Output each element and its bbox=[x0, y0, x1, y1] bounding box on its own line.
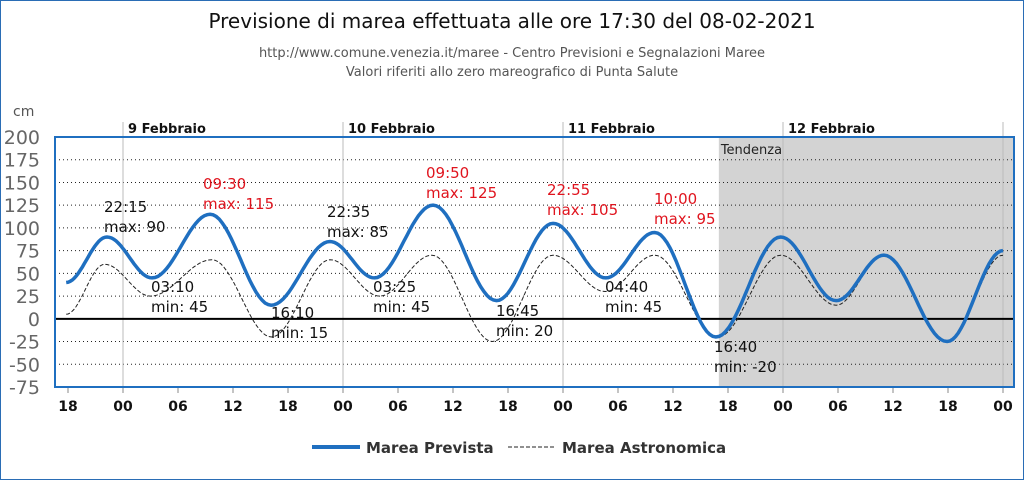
x-tick-label: 18 bbox=[498, 399, 517, 415]
legend: Marea Prevista Marea Astronomica bbox=[312, 439, 726, 457]
chart-subtitle-1: http://www.comune.venezia.it/maree - Cen… bbox=[259, 46, 765, 61]
x-tick-label: 12 bbox=[223, 399, 242, 415]
x-tick-label: 06 bbox=[608, 399, 627, 415]
series-line-marea-astronomica bbox=[66, 254, 1004, 343]
annotation-time: 22:15 bbox=[104, 198, 147, 216]
legend-label-astronomica: Marea Astronomica bbox=[562, 439, 726, 457]
y-axis-label: cm bbox=[13, 104, 34, 120]
y-tick-label: 200 bbox=[4, 127, 40, 149]
y-tick-label: 175 bbox=[4, 150, 40, 172]
x-tick-label: 06 bbox=[828, 399, 847, 415]
y-tick-label: 150 bbox=[4, 172, 40, 194]
annotation-value: min: 20 bbox=[496, 322, 553, 340]
tendency-label: Tendenza bbox=[720, 143, 782, 158]
x-tick-label: 18 bbox=[718, 399, 737, 415]
chart-title: Previsione di marea effettuata alle ore … bbox=[208, 9, 815, 33]
annotation-value: max: 125 bbox=[426, 184, 497, 202]
chart-subtitle-2: Valori riferiti allo zero mareografico d… bbox=[346, 65, 678, 80]
y-tick-label: -75 bbox=[9, 377, 40, 399]
series-line-marea-prevista bbox=[65, 203, 1004, 344]
annotation-time: 16:40 bbox=[714, 338, 757, 356]
x-tick-label: 18 bbox=[58, 399, 77, 415]
y-tick-label: 50 bbox=[16, 263, 40, 285]
annotation-time: 16:45 bbox=[496, 302, 539, 320]
annotation-value: min: -20 bbox=[714, 358, 777, 376]
x-tick-label: 00 bbox=[773, 399, 793, 415]
x-tick-label: 00 bbox=[113, 399, 133, 415]
x-tick-label: 12 bbox=[663, 399, 682, 415]
tendency-region bbox=[718, 137, 1014, 387]
annotation-value: min: 45 bbox=[605, 298, 662, 316]
y-tick-label: 100 bbox=[4, 218, 40, 240]
y-tick-label: 25 bbox=[16, 286, 40, 308]
annotation-time: 22:35 bbox=[327, 203, 370, 221]
x-tick-label: 18 bbox=[938, 399, 957, 415]
annotation-value: max: 85 bbox=[327, 223, 389, 241]
day-label: 12 Febbraio bbox=[788, 122, 875, 137]
y-tick-label: 75 bbox=[16, 241, 40, 263]
annotation-value: min: 15 bbox=[271, 324, 328, 342]
x-tick-label: 12 bbox=[443, 399, 462, 415]
plot-border bbox=[54, 136, 1015, 388]
x-tick-label: 00 bbox=[333, 399, 353, 415]
day-label: 10 Febbraio bbox=[348, 122, 435, 137]
annotation-time: 22:55 bbox=[547, 181, 590, 199]
annotation-time: 03:10 bbox=[151, 278, 194, 296]
annotation-value: min: 45 bbox=[373, 298, 430, 316]
annotation-value: max: 115 bbox=[203, 195, 274, 213]
y-tick-label: -50 bbox=[9, 354, 40, 376]
annotation-time: 16:10 bbox=[271, 304, 314, 322]
legend-label-prevista: Marea Prevista bbox=[366, 439, 494, 457]
x-tick-label: 12 bbox=[883, 399, 902, 415]
annotation-value: min: 45 bbox=[151, 298, 208, 316]
annotation-time: 10:00 bbox=[654, 190, 697, 208]
annotation-time: 04:40 bbox=[605, 278, 648, 296]
y-tick-label: 125 bbox=[4, 195, 40, 217]
annotation-value: max: 90 bbox=[104, 218, 166, 236]
y-tick-label: -25 bbox=[9, 332, 40, 354]
x-tick-label: 18 bbox=[278, 399, 297, 415]
y-tick-label: 0 bbox=[28, 309, 40, 331]
annotation-value: max: 95 bbox=[654, 210, 716, 228]
annotation-value: max: 105 bbox=[547, 201, 618, 219]
x-tick-label: 00 bbox=[993, 399, 1013, 415]
annotation-time: 09:50 bbox=[426, 164, 469, 182]
annotation-time: 03:25 bbox=[373, 278, 416, 296]
day-label: 11 Febbraio bbox=[568, 122, 655, 137]
day-label: 9 Febbraio bbox=[128, 122, 206, 137]
x-tick-label: 06 bbox=[388, 399, 407, 415]
x-tick-label: 06 bbox=[168, 399, 187, 415]
annotation-time: 09:30 bbox=[203, 175, 246, 193]
x-tick-label: 00 bbox=[553, 399, 573, 415]
